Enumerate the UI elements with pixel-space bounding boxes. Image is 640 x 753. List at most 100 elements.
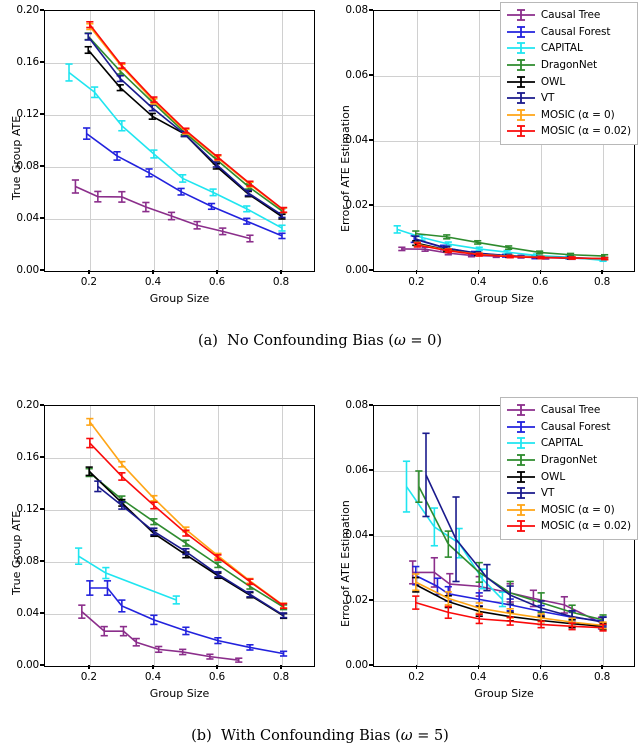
legend-label: VT (540, 92, 555, 105)
y-tick-mark (369, 404, 373, 406)
legend-label: MOSIC (α = 0) (540, 503, 615, 516)
legend-item[interactable]: DragonNet (506, 452, 631, 469)
x-tick-label: 0.8 (272, 671, 290, 683)
y-tick-label: 0.04 (16, 212, 39, 224)
legend-item[interactable]: MOSIC (α = 0) (506, 107, 631, 124)
grid-line-horizontal (45, 562, 314, 563)
legend-marker-icon (506, 520, 535, 533)
legend-item[interactable]: DragonNet (506, 57, 631, 74)
y-tick-mark (369, 599, 373, 601)
legend-marker-icon (506, 59, 535, 71)
y-axis-label: True Group ATE (10, 115, 23, 200)
y-tick-mark (40, 508, 44, 510)
subfigure-a: Group Size True Group ATE 0.00 0.04 0.08 0.… (0, 0, 640, 310)
y-tick-label: 0.08 (345, 399, 368, 411)
grid-line-vertical (217, 406, 219, 666)
y-tick-mark (369, 664, 373, 666)
grid-line-vertical (417, 406, 419, 666)
legend-marker-icon (506, 25, 535, 38)
y-tick-label: 0.16 (16, 56, 39, 68)
y-tick-mark (40, 9, 44, 11)
series-capital (65, 63, 286, 232)
legend-item[interactable]: MOSIC (α = 0.02) (506, 518, 631, 535)
legend-item[interactable]: CAPITAL (506, 40, 631, 57)
x-tick-mark (415, 270, 418, 274)
grid-line-horizontal (374, 601, 634, 602)
panel-a-right: Group Size Error of ATE Estimation 0.00 0… (320, 0, 640, 310)
legend-marker-icon (506, 470, 535, 483)
y-tick-label: 0.12 (16, 503, 39, 515)
y-tick-mark (40, 113, 44, 115)
legend-item[interactable]: OWL (506, 73, 631, 90)
series-layer (65, 20, 288, 243)
grid-line-vertical (479, 11, 481, 271)
caption-b-symbol: ω (400, 728, 413, 744)
legend-item[interactable]: Causal Forest (506, 419, 631, 436)
series-causal-forest (83, 127, 286, 240)
legend-label: CAPITAL (540, 42, 583, 55)
legend-label: OWL (540, 75, 566, 88)
legend-item[interactable]: MOSIC (α = 0.02) (506, 123, 631, 140)
y-tick-mark (369, 204, 373, 206)
x-tick-label: 0.4 (470, 276, 487, 288)
series-line (87, 36, 283, 216)
grid-line-vertical (479, 406, 481, 666)
grid-line-horizontal (45, 510, 314, 511)
series-line (78, 555, 177, 601)
x-tick-mark (152, 665, 154, 669)
x-tick-mark (539, 665, 541, 669)
series-vt (94, 480, 288, 619)
legend-marker-icon (506, 487, 535, 500)
series-line (405, 486, 504, 600)
x-axis-label: Group Size (149, 292, 210, 305)
legend-item[interactable]: VT (506, 90, 631, 107)
y-tick-label: 0.20 (16, 399, 39, 411)
grid-line-horizontal (45, 458, 314, 459)
legend: Causal Tree Causal Forest CAPITAL DragonNet… (499, 2, 638, 145)
grid-line-horizontal (45, 63, 314, 64)
grid-line-vertical (281, 11, 283, 271)
y-tick-label: 0.12 (16, 108, 39, 120)
caption-a-prefix: (a) (197, 333, 218, 349)
legend-item[interactable]: MOSIC (α = 0) (506, 502, 631, 519)
y-axis-label: Error of ATE Estimation (339, 500, 352, 627)
series-line (68, 71, 283, 229)
x-tick-label: 0.6 (208, 276, 225, 288)
x-axis-label: Group Size (474, 687, 534, 700)
y-tick-mark (369, 9, 373, 11)
grid-line-vertical (153, 11, 155, 271)
series-dragonnet (85, 467, 288, 611)
caption-b-suffix: = 5) (412, 728, 449, 744)
y-tick-label: 0.08 (16, 555, 39, 567)
legend-marker-icon (506, 108, 535, 121)
y-tick-label: 0.06 (345, 69, 368, 81)
grid-line-horizontal (45, 167, 314, 168)
y-tick-label: 0.06 (345, 464, 368, 476)
y-tick-label: 0.02 (345, 199, 368, 211)
subfigure-b: Group Size True Group ATE 0.00 0.04 0.08 0.… (0, 395, 640, 705)
caption-subfigure-b: (b) With Confounding Bias (ω = 5) (0, 728, 640, 744)
legend-label: Causal Forest (540, 25, 611, 38)
legend-item[interactable]: CAPITAL (506, 435, 631, 452)
y-tick-label: 0.20 (16, 4, 39, 16)
legend-item[interactable]: Causal Forest (506, 24, 631, 41)
y-tick-label: 0.04 (345, 134, 368, 146)
legend-marker-icon (506, 92, 535, 105)
legend-item[interactable]: Causal Tree (506, 7, 631, 24)
legend-item[interactable]: VT (506, 485, 631, 502)
y-tick-mark (40, 560, 44, 562)
series-mosic-0-02 (413, 242, 609, 261)
x-tick-label: 0.2 (408, 276, 425, 288)
x-tick-label: 0.2 (80, 276, 97, 288)
series-line (89, 26, 285, 211)
series-line (89, 587, 284, 655)
x-tick-label: 0.8 (593, 276, 611, 288)
legend-item[interactable]: Causal Tree (506, 402, 631, 419)
legend-label: CAPITAL (540, 437, 583, 450)
series-line (81, 611, 239, 661)
y-tick-mark (369, 534, 373, 536)
series-mosic-0-02 (86, 20, 288, 214)
legend-item[interactable]: OWL (506, 468, 631, 485)
y-tick-mark (40, 61, 44, 63)
y-axis-label: Error of ATE Estimation (339, 105, 352, 232)
